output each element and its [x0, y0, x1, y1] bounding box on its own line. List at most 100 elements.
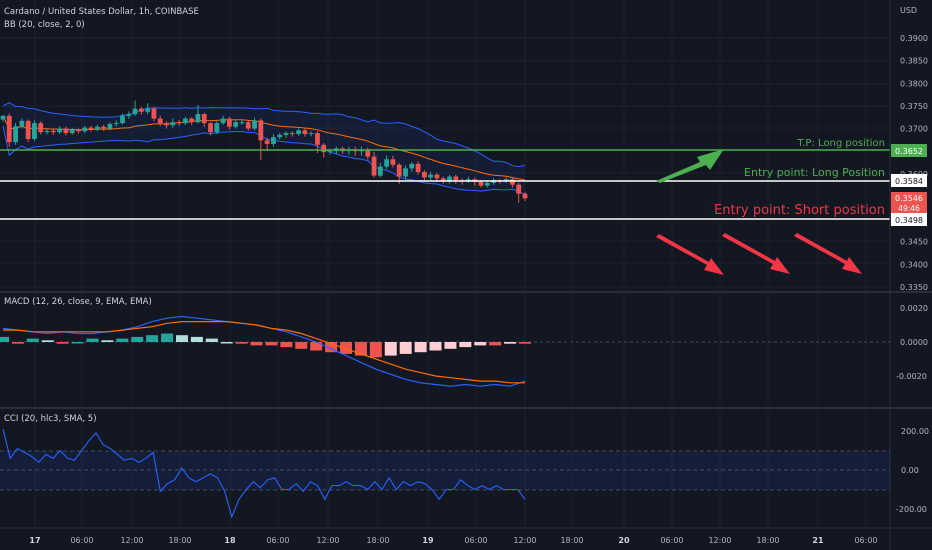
- candle-body[interactable]: [327, 151, 333, 153]
- time-axis-tick: 12:00: [316, 536, 339, 545]
- candle-body[interactable]: [478, 181, 484, 186]
- candle-body[interactable]: [132, 108, 138, 115]
- cci-indicator-title[interactable]: CCI (20, hlc3, SMA, 5): [4, 414, 97, 424]
- bb-indicator-title[interactable]: BB (20, close, 2, 0): [4, 20, 85, 30]
- candle-body[interactable]: [164, 123, 169, 126]
- candle-body[interactable]: [245, 122, 251, 129]
- candle-countdown-text: 49:46: [898, 204, 920, 213]
- macd-histogram-bar: [399, 342, 412, 354]
- candle-body[interactable]: [321, 144, 327, 153]
- candle-body[interactable]: [57, 128, 63, 133]
- candle-body[interactable]: [503, 179, 509, 182]
- candle-body[interactable]: [302, 130, 308, 134]
- candle-body[interactable]: [107, 124, 113, 129]
- time-axis-tick: 18:00: [366, 536, 389, 545]
- candle-body[interactable]: [82, 127, 88, 132]
- candle-body[interactable]: [101, 126, 107, 129]
- candle-body[interactable]: [359, 150, 364, 152]
- time-axis-tick: 06:00: [70, 536, 93, 545]
- candle-body[interactable]: [453, 176, 459, 181]
- candle-body[interactable]: [371, 156, 377, 176]
- candle-body[interactable]: [220, 118, 226, 124]
- candle-body[interactable]: [69, 129, 75, 134]
- candle-body[interactable]: [277, 134, 283, 138]
- candlestick-series[interactable]: [0, 100, 528, 203]
- candle-body[interactable]: [516, 184, 522, 194]
- candle-body[interactable]: [138, 108, 144, 112]
- cci-line: [2, 428, 526, 519]
- candle-body[interactable]: [126, 114, 132, 116]
- macd-histogram: [0, 333, 531, 358]
- candle-body[interactable]: [157, 118, 163, 124]
- candle-body[interactable]: [465, 179, 471, 182]
- candle-body[interactable]: [315, 133, 320, 145]
- candle-body[interactable]: [283, 133, 289, 135]
- candle-body[interactable]: [264, 140, 270, 144]
- candle-body[interactable]: [365, 150, 371, 157]
- candle-body[interactable]: [189, 118, 195, 123]
- candle-body[interactable]: [50, 130, 56, 133]
- macd-indicator-title[interactable]: MACD (12, 26, close, 9, EMA, EMA): [4, 297, 152, 307]
- candle-body[interactable]: [384, 159, 390, 167]
- candle-body[interactable]: [447, 176, 452, 182]
- candle-body[interactable]: [32, 123, 37, 139]
- candle-body[interactable]: [214, 123, 220, 133]
- macd-histogram-bar: [175, 335, 188, 342]
- candle-body[interactable]: [176, 122, 182, 124]
- candle-body[interactable]: [0, 115, 6, 120]
- candle-body[interactable]: [409, 163, 415, 169]
- candle-body[interactable]: [25, 120, 31, 139]
- candle-body[interactable]: [38, 123, 44, 133]
- candle-body[interactable]: [44, 130, 50, 133]
- candle-body[interactable]: [428, 174, 434, 178]
- candle-body[interactable]: [522, 193, 528, 199]
- candle-body[interactable]: [396, 164, 402, 177]
- candle-body[interactable]: [510, 179, 515, 185]
- candle-body[interactable]: [170, 122, 176, 126]
- candle-body[interactable]: [113, 123, 119, 125]
- symbol-title[interactable]: Cardano / United States Dollar, 1h, COIN…: [4, 7, 199, 17]
- time-axis-tick: 19: [422, 536, 434, 545]
- time-axis[interactable]: 17 06:00 12:00 18:00 18 06:00 12:00 18:00 19 06:0…: [29, 536, 877, 545]
- candle-body[interactable]: [233, 122, 239, 127]
- candle-body[interactable]: [88, 127, 94, 130]
- candle-body[interactable]: [252, 120, 257, 129]
- candle-body[interactable]: [296, 130, 301, 134]
- candle-body[interactable]: [289, 133, 295, 135]
- candle-body[interactable]: [440, 178, 446, 182]
- macd-axis[interactable]: 0.0020 0.0000 -0.0020: [896, 304, 928, 381]
- time-axis-tick: 06:00: [660, 536, 683, 545]
- candle-body[interactable]: [195, 114, 201, 123]
- candle-body[interactable]: [258, 120, 264, 141]
- macd-histogram-bar: [340, 342, 353, 354]
- candle-body[interactable]: [377, 166, 383, 176]
- green-arrow: [656, 149, 724, 183]
- cci-axis[interactable]: 200.00 0.00 -200.00: [896, 427, 929, 514]
- candle-body[interactable]: [6, 115, 12, 143]
- candle-body[interactable]: [182, 118, 188, 124]
- macd-histogram-bar: [26, 338, 39, 342]
- candle-body[interactable]: [201, 114, 207, 124]
- candle-body[interactable]: [76, 129, 81, 132]
- candle-body[interactable]: [239, 122, 245, 124]
- candle-body[interactable]: [19, 120, 25, 127]
- candle-body[interactable]: [421, 172, 427, 178]
- candle-body[interactable]: [120, 115, 125, 124]
- candle-body[interactable]: [390, 159, 396, 165]
- candle-body[interactable]: [403, 168, 408, 177]
- candle-body[interactable]: [271, 137, 276, 144]
- candle-body[interactable]: [208, 123, 213, 133]
- candle-body[interactable]: [94, 126, 100, 130]
- candle-body[interactable]: [13, 126, 18, 143]
- candle-body[interactable]: [484, 182, 490, 186]
- candle-body[interactable]: [227, 118, 232, 127]
- candle-body[interactable]: [63, 128, 69, 134]
- candle-body[interactable]: [308, 133, 314, 135]
- cci-axis-tick: 0.00: [901, 466, 919, 475]
- candle-body[interactable]: [434, 174, 440, 179]
- candle-body[interactable]: [415, 163, 421, 173]
- candle-body[interactable]: [151, 108, 157, 119]
- red-arrow-2: [722, 233, 790, 274]
- candle-body[interactable]: [145, 108, 151, 112]
